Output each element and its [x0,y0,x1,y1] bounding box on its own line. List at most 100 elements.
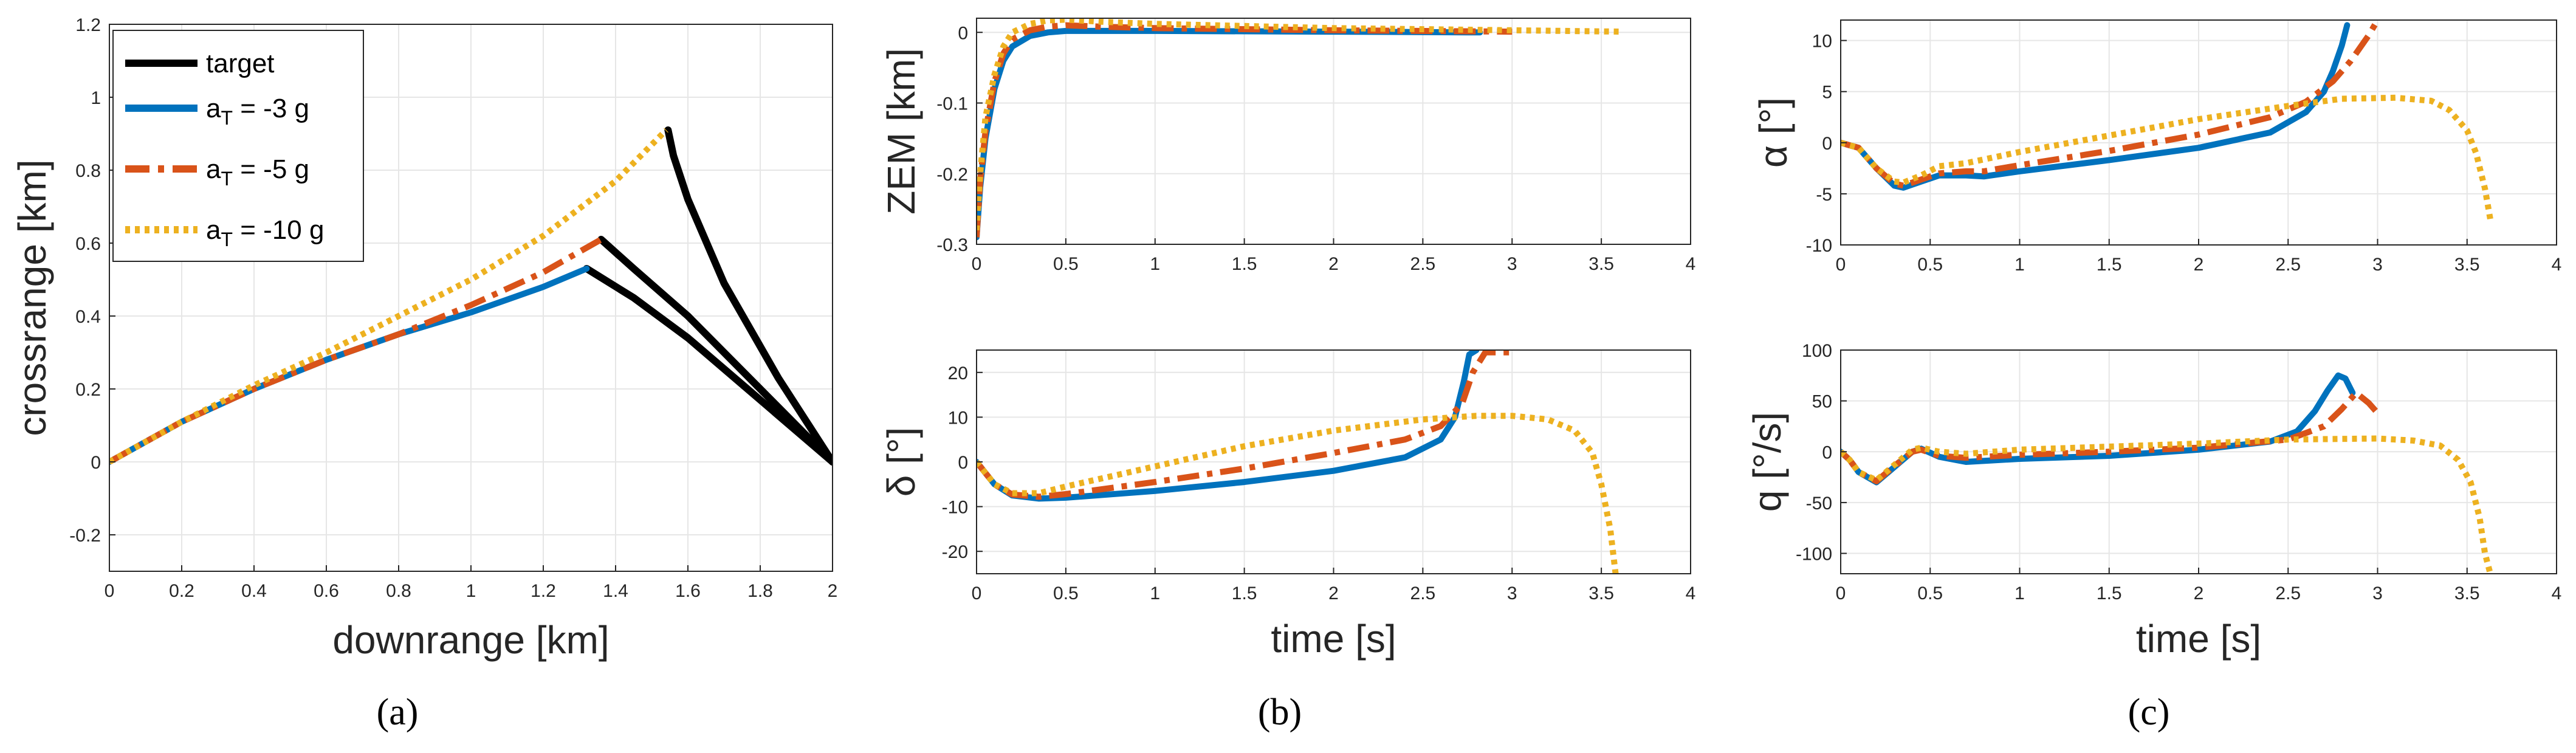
x-tick-label: 0 [1836,255,1846,275]
x-tick-label: 0.5 [1917,583,1943,603]
y-tick-label: 10 [1812,32,1832,52]
x-tick-label: 3 [1507,254,1517,274]
series-line-a10 [1841,94,2493,220]
x-tick-label: 0.4 [241,581,267,601]
y-tick-label: 1 [91,88,101,108]
x-axis-label: downrange [km] [332,618,609,662]
series-line-a5 [1841,390,2380,484]
x-tick-label: 0 [1836,583,1846,603]
y-tick-label: 5 [1822,83,1832,103]
x-tick-label: 1.2 [531,581,556,601]
x-tick-label: 2 [2194,583,2204,603]
series-group [1841,20,2493,220]
y-tick-label: 0 [1822,442,1832,462]
legend-label-a10: aT = -10 g [206,215,324,250]
y-tick-label: 50 [1812,392,1832,412]
x-tick-label: 3 [2372,583,2383,603]
series-line-a5 [1841,20,2380,189]
y-tick-label: 0 [958,23,968,43]
y-tick-label: -100 [1796,545,1832,565]
x-tick-label: 2.5 [1410,583,1436,603]
x-tick-label: 2 [1328,583,1339,603]
x-tick-label: 0.5 [1053,583,1079,603]
y-tick-label: -0.2 [69,526,101,546]
x-tick-label: 3.5 [1589,254,1614,274]
x-tick-label: 3 [2372,255,2383,275]
y-tick-label: 0.4 [75,307,101,327]
y-tick-label: -0.2 [936,165,968,185]
series-line-target [597,236,833,466]
y-tick-label: 0.2 [75,380,101,400]
x-tick-label: 0 [972,254,982,274]
x-tick-label: 2 [828,581,838,601]
x-tick-label: 1.5 [1232,254,1257,274]
y-tick-label: 0.6 [75,234,101,254]
y-axis-label: ZEM [km] [879,48,923,215]
y-axis-label: q [°/s] [1745,412,1789,512]
delta-chart: 0 0.5 1 1.5 2 2.5 3 3.5 4 -20 -10 0 10 20 time [s] δ [°… [879,349,1696,661]
series-group [109,126,833,466]
y-tick-label: 0 [1822,134,1832,154]
x-tick-label: 1 [1150,254,1160,274]
y-tick-label: 0.8 [75,161,101,181]
x-tick-label: 0 [105,581,115,601]
x-tick-label: 0 [972,583,982,603]
y-tick-label: 20 [948,363,968,383]
x-axis-label: time [s] [2136,617,2261,661]
x-tick-label: 0.6 [314,581,339,601]
x-tick-label: 2 [1328,254,1339,274]
series-line-a5 [109,236,603,465]
y-axis-label: δ [°] [879,427,923,497]
series-line-a3 [1841,22,2351,191]
x-tick-label: 1 [2014,583,2025,603]
x-tick-label: 1.5 [2097,583,2122,603]
series-group [977,350,1619,574]
series-group [1841,372,2493,574]
legend-label-a3: aT = -3 g [206,94,309,129]
x-tick-label: 1.5 [1232,583,1257,603]
y-tick-label: -0.3 [936,235,968,255]
x-tick-label: 3 [1507,583,1517,603]
q-chart: 0 0.5 1 1.5 2 2.5 3 3.5 4 -100 -50 0 50 100 time [s] q … [1745,341,2561,661]
x-tick-label: 1.4 [603,581,628,601]
x-axis-label: time [s] [1271,617,1396,661]
y-tick-label: 100 [1802,341,1832,361]
caption-c: (c) [2128,692,2170,733]
x-tick-label: 3.5 [2454,583,2480,603]
x-tick-label: 3.5 [2454,255,2480,275]
x-tick-label: 3.5 [1589,583,1614,603]
y-tick-label: -10 [1806,236,1832,256]
caption-a: (a) [377,692,419,733]
y-tick-label: -10 [942,498,968,518]
legend-label-a5: aT = -5 g [206,154,309,190]
x-tick-label: 1 [466,581,476,601]
x-tick-label: 1 [1150,583,1160,603]
y-tick-label: -5 [1816,185,1832,205]
x-tick-label: 2 [2194,255,2204,275]
x-tick-label: 0.5 [1053,254,1079,274]
trajectory-chart: 0 0.2 0.4 0.6 0.8 1 1.2 1.4 1.6 1.8 2 -0.2 0 0.2 0.4 0.… [10,15,837,662]
x-tick-label: 0.8 [386,581,411,601]
x-tick-label: 1 [2014,255,2025,275]
y-tick-label: 1.2 [75,15,101,35]
caption-b: (b) [1258,692,1302,733]
series-group [977,18,1623,241]
y-tick-label: 0 [91,453,101,473]
x-tick-label: 1.5 [2097,255,2122,275]
legend: target aT = -3 g aT = -5 g aT = -10 g [112,30,364,262]
y-axis-label: crossrange [km] [10,159,54,436]
series-line-target [664,126,833,466]
x-tick-label: 4 [1686,583,1696,603]
x-tick-label: 2.5 [1410,254,1436,274]
y-tick-label: 10 [948,408,968,428]
y-tick-label: -0.1 [936,94,968,114]
series-line-target [583,265,833,466]
x-tick-label: 0.5 [1917,255,1943,275]
y-tick-label: -20 [942,542,968,562]
x-tick-label: 1.8 [747,581,773,601]
x-tick-label: 4 [1686,254,1696,274]
series-line-a10 [977,18,1623,231]
x-tick-label: 0.2 [169,581,194,601]
y-axis-label: α [°] [1751,97,1795,168]
